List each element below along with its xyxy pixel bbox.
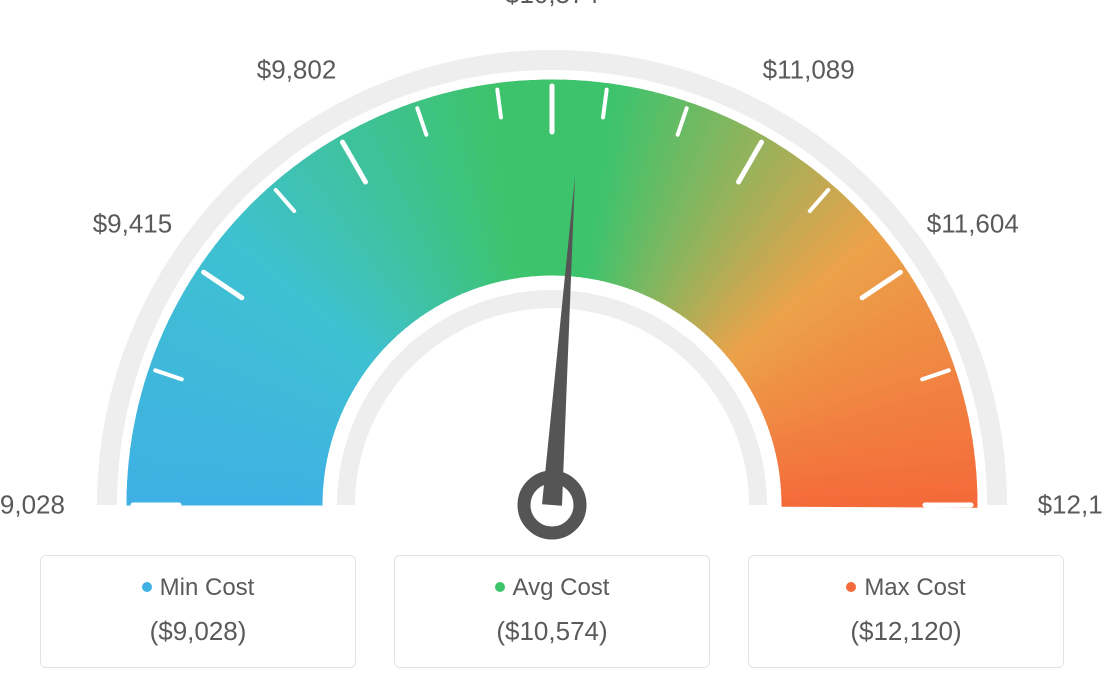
gauge-tick-label: $10,574 xyxy=(505,0,599,10)
gauge-tick-label: $9,802 xyxy=(257,55,337,86)
dot-avg xyxy=(495,582,505,592)
summary-title-max: Max Cost xyxy=(759,574,1053,602)
avg-title-text: Avg Cost xyxy=(513,574,610,601)
gauge-tick-label: $11,089 xyxy=(763,55,855,86)
min-title-text: Min Cost xyxy=(160,574,255,601)
avg-value-text: ($10,574) xyxy=(405,616,699,647)
dot-max xyxy=(846,582,856,592)
summary-card-max: Max Cost ($12,120) xyxy=(748,555,1064,668)
gauge-area: $9,028 $9,415 $9,802 $10,574 $11,089 $11,604 $… xyxy=(0,0,1104,540)
max-value-text: ($12,120) xyxy=(759,616,1053,647)
gauge-tick-label: $9,415 xyxy=(93,208,173,239)
max-title-text: Max Cost xyxy=(864,574,965,601)
summary-row: Min Cost ($9,028) Avg Cost ($10,574) Max… xyxy=(40,555,1064,668)
summary-card-avg: Avg Cost ($10,574) xyxy=(394,555,710,668)
summary-title-min: Min Cost xyxy=(51,574,345,602)
gauge-tick-label: $12,120 xyxy=(1038,490,1104,521)
min-value-text: ($9,028) xyxy=(51,616,345,647)
dot-min xyxy=(142,582,152,592)
summary-title-avg: Avg Cost xyxy=(405,574,699,602)
gauge-tick-label: $11,604 xyxy=(927,208,1019,239)
cost-gauge-chart: $9,028 $9,415 $9,802 $10,574 $11,089 $11,604 $… xyxy=(0,0,1104,690)
gauge-tick-label: $9,028 xyxy=(0,490,65,521)
summary-card-min: Min Cost ($9,028) xyxy=(40,555,356,668)
gauge-svg xyxy=(0,0,1104,540)
